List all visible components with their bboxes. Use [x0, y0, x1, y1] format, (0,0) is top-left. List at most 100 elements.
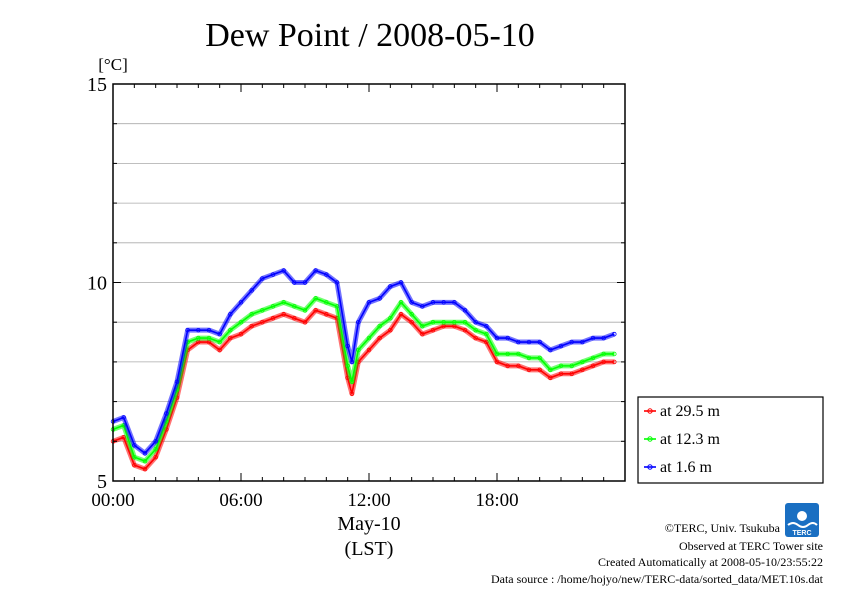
data-point: [420, 304, 425, 309]
data-point: [217, 331, 222, 337]
data-point: [249, 312, 254, 317]
data-point: [249, 288, 254, 293]
series-line: [112, 297, 615, 462]
data-point: [132, 462, 137, 468]
y-tick-label: 5: [97, 471, 107, 493]
data-point: [292, 280, 297, 285]
data-point: [569, 371, 574, 377]
data-point: [398, 312, 404, 317]
data-point: [612, 331, 617, 337]
data-point: [388, 327, 393, 333]
data-point: [356, 320, 361, 325]
data-point: [142, 451, 148, 456]
data-point: [281, 268, 286, 273]
x-tick-label: 00:00: [91, 490, 134, 511]
legend-label: at 29.5 m: [660, 403, 721, 420]
data-point: [121, 415, 126, 420]
data-point: [569, 363, 574, 369]
axis-ticks: 5 10 15 00:00 06:00 12:00 18:00: [87, 74, 626, 511]
data-point: [238, 331, 244, 337]
data-point: [270, 272, 276, 277]
data-point: [356, 347, 361, 353]
x-axis-timezone-label: (LST): [345, 538, 394, 560]
data-point: [313, 268, 318, 273]
data-point: [409, 312, 414, 317]
data-point: [302, 280, 308, 285]
data-point: [153, 447, 158, 452]
series-1: [110, 295, 617, 464]
data-point: [462, 320, 468, 325]
data-point: [377, 335, 382, 341]
series-band: [112, 295, 615, 464]
data-point: [473, 327, 478, 333]
plot-series: [110, 268, 617, 472]
data-point: [569, 339, 574, 345]
data-point: [590, 363, 596, 369]
chart-title: Dew Point / 2008-05-10: [205, 17, 535, 54]
x-axis-date-label: May-10: [337, 513, 400, 535]
water-drop-icon: [797, 511, 807, 521]
data-point: [526, 367, 532, 373]
data-point: [580, 367, 585, 373]
data-point: [281, 300, 286, 305]
data-point: [153, 454, 158, 460]
data-point: [516, 339, 521, 345]
data-point: [462, 327, 468, 333]
data-point: [452, 320, 457, 325]
legend-label: at 1.6 m: [660, 459, 713, 476]
data-point: [292, 316, 297, 321]
data-point: [313, 296, 318, 301]
data-point: [164, 411, 169, 416]
x-tick-label: 12:00: [347, 490, 390, 511]
data-point: [494, 335, 500, 341]
data-point: [420, 331, 425, 337]
legend-marker: [647, 436, 653, 442]
data-point: [206, 335, 212, 341]
data-point: [377, 296, 382, 301]
data-point: [548, 347, 553, 353]
data-point: [484, 331, 489, 337]
data-point: [473, 335, 478, 341]
legend-box: [637, 396, 824, 484]
data-point: [345, 343, 350, 349]
data-point: [388, 316, 393, 321]
data-point: [409, 300, 414, 305]
data-point: [601, 335, 606, 341]
data-point: [185, 327, 190, 333]
data-point: [132, 443, 137, 448]
data-point: [260, 308, 265, 313]
data-point: [558, 363, 564, 369]
data-point: [558, 371, 564, 377]
chart-legend: at 29.5 m at 12.3 m at 1.6 m: [637, 396, 824, 484]
data-point: [398, 280, 404, 285]
data-point: [313, 308, 318, 313]
legend-marker: [647, 408, 653, 414]
data-point: [505, 363, 510, 369]
data-point: [409, 320, 414, 325]
data-point: [217, 347, 222, 353]
data-point: [473, 320, 478, 325]
data-point: [505, 335, 510, 341]
data-point: [526, 339, 532, 345]
data-point: [441, 300, 446, 305]
waves-icon: [787, 522, 818, 528]
data-point: [484, 323, 489, 329]
data-point: [349, 379, 355, 384]
series-2: [110, 268, 617, 456]
data-source-text: Data source : /home/hojyo/new/TERC-data/…: [491, 572, 824, 586]
data-point: [377, 323, 382, 329]
data-point: [612, 359, 617, 365]
data-point: [548, 367, 553, 373]
data-point: [270, 316, 276, 321]
data-point: [398, 300, 404, 305]
observed-text: Observed at TERC Tower site: [679, 539, 823, 553]
data-point: [153, 439, 158, 444]
grid-lines: [113, 123, 625, 442]
data-point: [494, 359, 500, 365]
data-point: [452, 300, 457, 305]
data-point: [196, 335, 201, 341]
data-point: [260, 276, 265, 281]
data-point: [324, 312, 329, 317]
